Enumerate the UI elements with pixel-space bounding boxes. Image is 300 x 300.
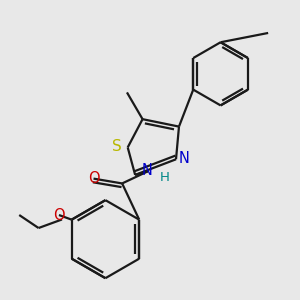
Text: O: O xyxy=(88,171,99,186)
Text: S: S xyxy=(112,139,122,154)
Text: H: H xyxy=(160,171,170,184)
Text: N: N xyxy=(179,151,190,166)
Text: N: N xyxy=(142,163,152,178)
Text: O: O xyxy=(53,208,65,223)
